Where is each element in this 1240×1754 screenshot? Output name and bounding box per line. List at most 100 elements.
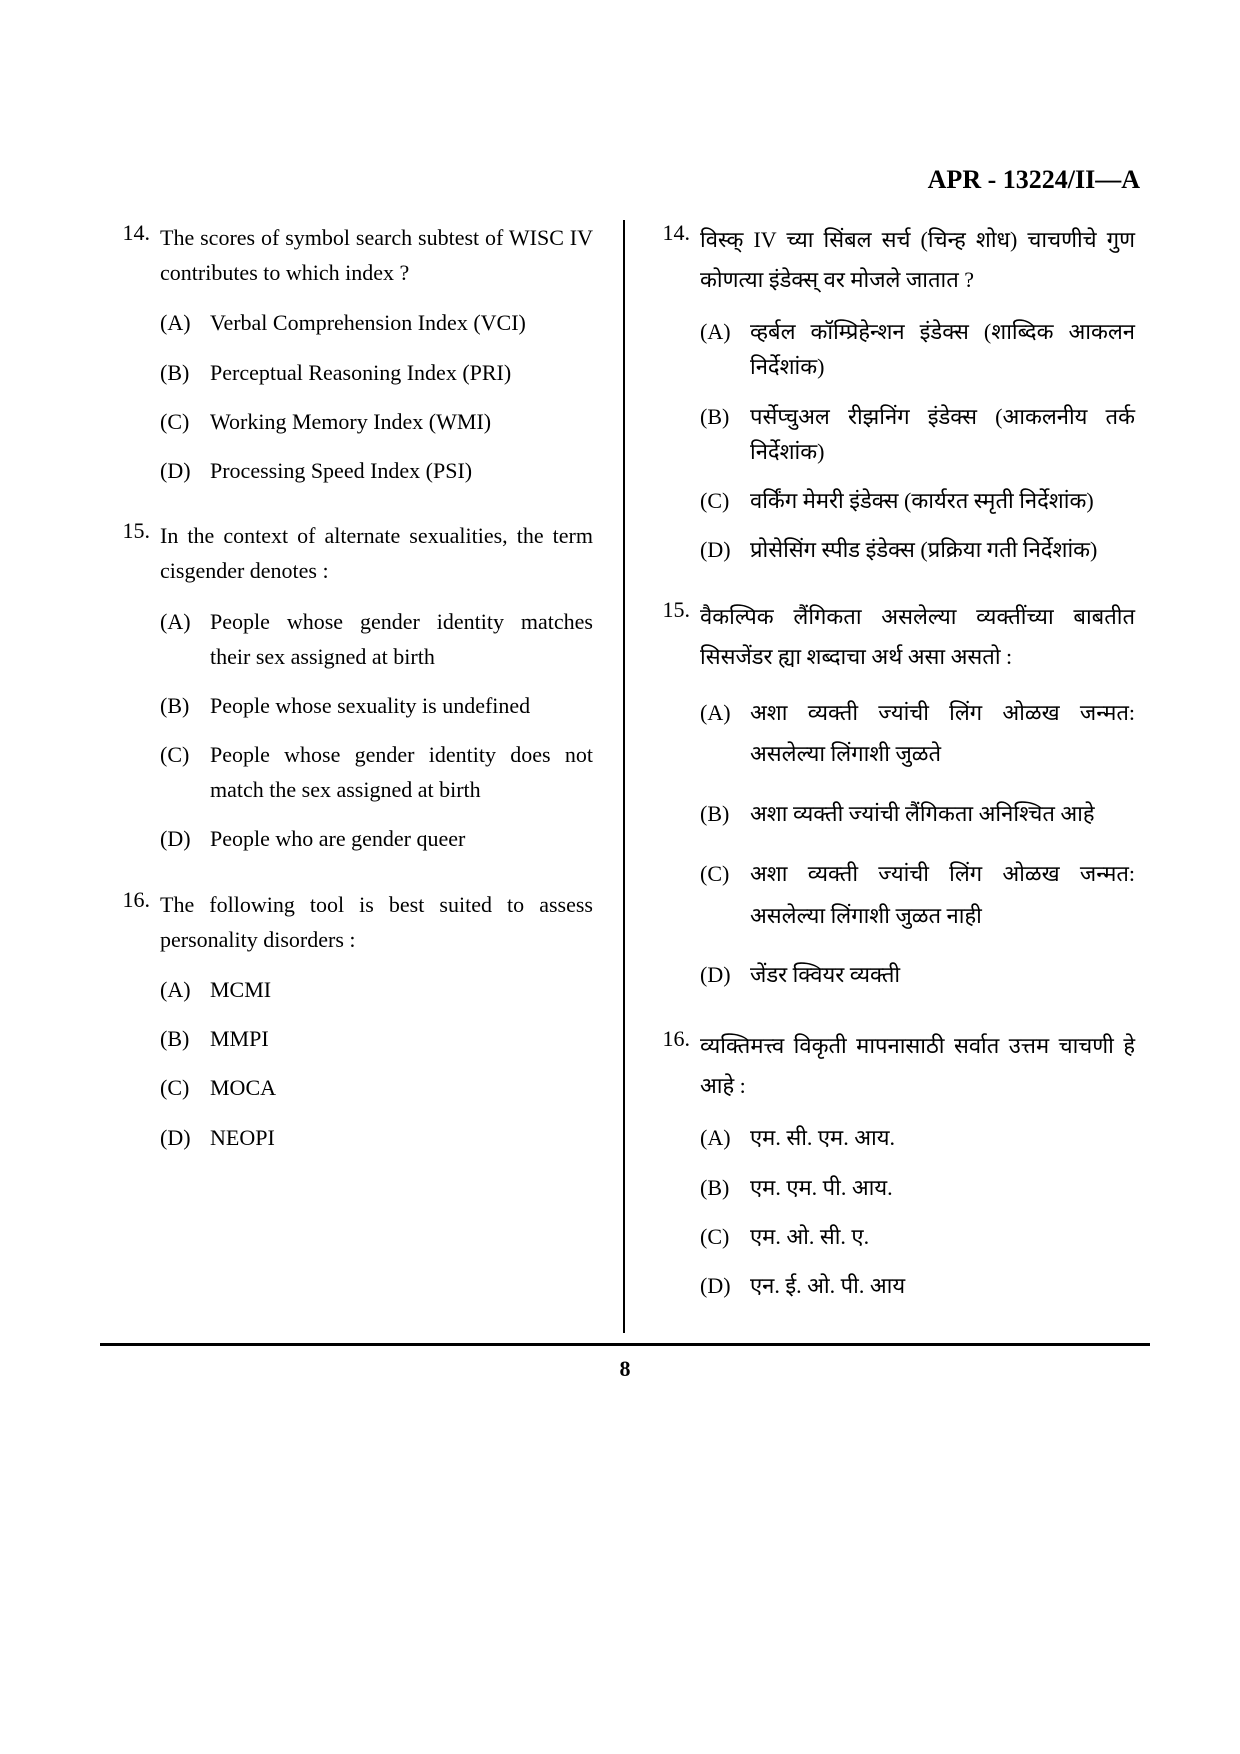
option-label: (D)	[700, 1268, 750, 1303]
option-c: (C) People whose gender identity does no…	[160, 737, 593, 807]
option-text: Verbal Comprehension Index (VCI)	[210, 305, 593, 340]
options-list: (A) अशा व्यक्ती ज्यांची लिंग ओळख जन्मत: …	[700, 692, 1135, 997]
option-label: (B)	[700, 793, 750, 835]
question-number: 15.	[115, 518, 160, 544]
question-text: विस्क् IV च्या सिंबल सर्च (चिन्ह शोध) चा…	[700, 220, 1135, 299]
option-label: (A)	[160, 305, 210, 340]
option-text: अशा व्यक्ती ज्यांची लिंग ओळख जन्मत: असले…	[750, 853, 1135, 937]
option-label: (B)	[700, 399, 750, 434]
left-column: 14. The scores of symbol search subtest …	[100, 220, 625, 1333]
question-text: In the context of alternate sexualities,…	[160, 518, 593, 588]
option-text: एम. सी. एम. आय.	[750, 1120, 1135, 1155]
option-text: Perceptual Reasoning Index (PRI)	[210, 355, 593, 390]
content-container: 14. The scores of symbol search subtest …	[100, 220, 1150, 1333]
option-label: (A)	[160, 604, 210, 639]
paper-code-header: APR - 13224/II—A	[928, 165, 1140, 195]
question-text: The scores of symbol search subtest of W…	[160, 220, 593, 290]
question-text: The following tool is best suited to ass…	[160, 887, 593, 957]
bottom-rule	[100, 1343, 1150, 1346]
question-header: 15. In the context of alternate sexualit…	[115, 518, 593, 588]
option-a: (A) People whose gender identity matches…	[160, 604, 593, 674]
option-a: (A) MCMI	[160, 972, 593, 1007]
question-text: वैकल्पिक लैंगिकता असलेल्या व्यक्तींच्या …	[700, 597, 1135, 676]
option-b: (B) पर्सेप्चुअल रीझनिंग इंडेक्स (आकलनीय …	[700, 399, 1135, 469]
option-label: (B)	[700, 1170, 750, 1205]
option-label: (A)	[700, 692, 750, 734]
question-header: 16. व्यक्तिमत्त्व विकृती मापनासाठी सर्वा…	[655, 1026, 1135, 1105]
option-text: व्हर्बल कॉम्प्रिहेन्शन इंडेक्स (शाब्दिक …	[750, 314, 1135, 384]
option-text: प्रोसेसिंग स्पीड इंडेक्स (प्रक्रिया गती …	[750, 532, 1135, 567]
option-label: (C)	[160, 737, 210, 772]
option-a: (A) व्हर्बल कॉम्प्रिहेन्शन इंडेक्स (शाब्…	[700, 314, 1135, 384]
option-text: MCMI	[210, 972, 593, 1007]
options-list: (A) व्हर्बल कॉम्प्रिहेन्शन इंडेक्स (शाब्…	[700, 314, 1135, 567]
option-label: (B)	[160, 355, 210, 390]
option-text: जेंडर क्वियर व्यक्ती	[750, 954, 1135, 996]
option-d: (D) People who are gender queer	[160, 821, 593, 856]
option-text: Processing Speed Index (PSI)	[210, 453, 593, 488]
option-c: (C) अशा व्यक्ती ज्यांची लिंग ओळख जन्मत: …	[700, 853, 1135, 937]
options-list: (A) एम. सी. एम. आय. (B) एम. एम. पी. आय. …	[700, 1120, 1135, 1303]
option-a: (A) Verbal Comprehension Index (VCI)	[160, 305, 593, 340]
question-15-en: 15. In the context of alternate sexualit…	[115, 518, 593, 857]
option-b: (B) एम. एम. पी. आय.	[700, 1170, 1135, 1205]
question-number: 14.	[115, 220, 160, 246]
option-text: NEOPI	[210, 1120, 593, 1155]
option-c: (C) MOCA	[160, 1070, 593, 1105]
option-label: (D)	[700, 532, 750, 567]
question-number: 16.	[115, 887, 160, 913]
option-label: (C)	[700, 1219, 750, 1254]
option-label: (A)	[700, 1120, 750, 1155]
question-header: 14. विस्क् IV च्या सिंबल सर्च (चिन्ह शोध…	[655, 220, 1135, 299]
option-label: (D)	[160, 453, 210, 488]
option-text: एम. एम. पी. आय.	[750, 1170, 1135, 1205]
option-c: (C) Working Memory Index (WMI)	[160, 404, 593, 439]
question-number: 16.	[655, 1026, 700, 1052]
options-list: (A) People whose gender identity matches…	[160, 604, 593, 857]
option-text: People who are gender queer	[210, 821, 593, 856]
option-b: (B) MMPI	[160, 1021, 593, 1056]
option-text: People whose gender identity matches the…	[210, 604, 593, 674]
option-label: (D)	[700, 954, 750, 996]
option-text: एम. ओ. सी. ए.	[750, 1219, 1135, 1254]
options-list: (A) Verbal Comprehension Index (VCI) (B)…	[160, 305, 593, 488]
option-b: (B) People whose sexuality is undefined	[160, 688, 593, 723]
option-text: अशा व्यक्ती ज्यांची लैंगिकता अनिश्चित आह…	[750, 793, 1135, 835]
option-label: (C)	[700, 853, 750, 895]
question-16-mr: 16. व्यक्तिमत्त्व विकृती मापनासाठी सर्वा…	[655, 1026, 1135, 1303]
option-d: (D) Processing Speed Index (PSI)	[160, 453, 593, 488]
question-text: व्यक्तिमत्त्व विकृती मापनासाठी सर्वात उत…	[700, 1026, 1135, 1105]
option-text: अशा व्यक्ती ज्यांची लिंग ओळख जन्मत: असले…	[750, 692, 1135, 776]
option-a: (A) एम. सी. एम. आय.	[700, 1120, 1135, 1155]
option-text: एन. ई. ओ. पी. आय	[750, 1268, 1135, 1303]
option-label: (D)	[160, 1120, 210, 1155]
question-14-mr: 14. विस्क् IV च्या सिंबल सर्च (चिन्ह शोध…	[655, 220, 1135, 567]
question-number: 15.	[655, 597, 700, 623]
option-text: पर्सेप्चुअल रीझनिंग इंडेक्स (आकलनीय तर्क…	[750, 399, 1135, 469]
question-header: 14. The scores of symbol search subtest …	[115, 220, 593, 290]
option-d: (D) प्रोसेसिंग स्पीड इंडेक्स (प्रक्रिया …	[700, 532, 1135, 567]
page-number: 8	[100, 1356, 1150, 1382]
options-list: (A) MCMI (B) MMPI (C) MOCA (D) NEOPI	[160, 972, 593, 1155]
question-16-en: 16. The following tool is best suited to…	[115, 887, 593, 1155]
option-d: (D) NEOPI	[160, 1120, 593, 1155]
option-label: (C)	[700, 483, 750, 518]
option-label: (A)	[700, 314, 750, 349]
question-14-en: 14. The scores of symbol search subtest …	[115, 220, 593, 488]
option-c: (C) एम. ओ. सी. ए.	[700, 1219, 1135, 1254]
option-b: (B) Perceptual Reasoning Index (PRI)	[160, 355, 593, 390]
option-text: People whose gender identity does not ma…	[210, 737, 593, 807]
option-d: (D) एन. ई. ओ. पी. आय	[700, 1268, 1135, 1303]
option-text: People whose sexuality is undefined	[210, 688, 593, 723]
option-c: (C) वर्किंग मेमरी इंडेक्स (कार्यरत स्मृत…	[700, 483, 1135, 518]
option-label: (B)	[160, 1021, 210, 1056]
option-text: MOCA	[210, 1070, 593, 1105]
option-label: (A)	[160, 972, 210, 1007]
option-b: (B) अशा व्यक्ती ज्यांची लैंगिकता अनिश्चि…	[700, 793, 1135, 835]
option-d: (D) जेंडर क्वियर व्यक्ती	[700, 954, 1135, 996]
question-15-mr: 15. वैकल्पिक लैंगिकता असलेल्या व्यक्तींच…	[655, 597, 1135, 996]
option-label: (D)	[160, 821, 210, 856]
question-header: 16. The following tool is best suited to…	[115, 887, 593, 957]
option-text: Working Memory Index (WMI)	[210, 404, 593, 439]
option-label: (B)	[160, 688, 210, 723]
